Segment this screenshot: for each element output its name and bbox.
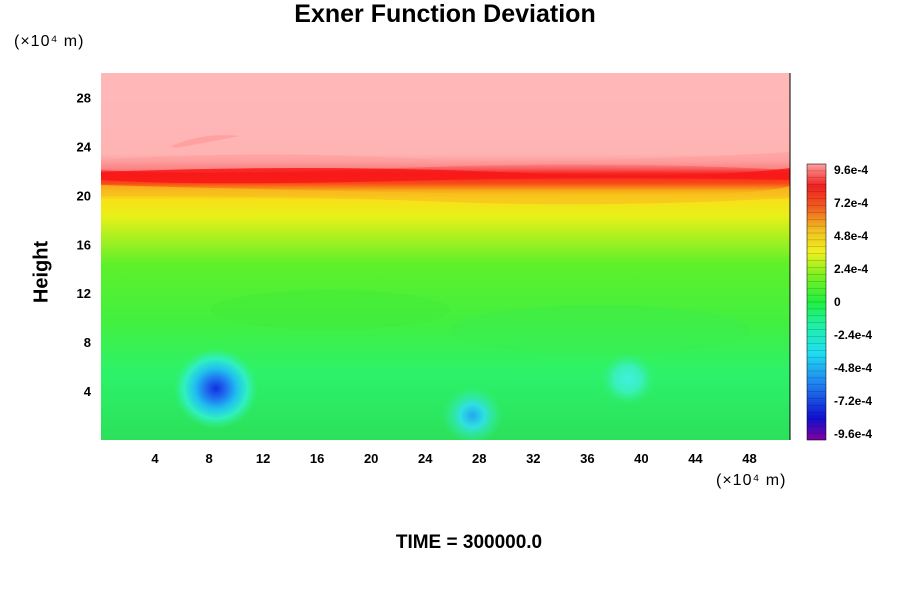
x-tick-label: 24 xyxy=(418,451,433,466)
x-tick-label: 36 xyxy=(580,451,594,466)
colorbar-tick-label: 9.6e-4 xyxy=(834,163,868,177)
colorbar-tick-label: 2.4e-4 xyxy=(834,262,868,276)
field-minimum xyxy=(173,348,258,429)
x-tick-label: 8 xyxy=(205,451,212,466)
colorbar-tick-group: 9.6e-4 7.2e-4 4.8e-4 2.4e-4 0 -2.4e-4 -4.8e-4 -… xyxy=(834,163,872,441)
y-tick-group: 4 8 12 16 20 24 28 xyxy=(77,90,92,399)
orange-band-contour xyxy=(101,185,790,205)
minima-layer xyxy=(173,348,656,440)
y-tick-label: 16 xyxy=(77,237,91,252)
x-tick-label: 12 xyxy=(256,451,270,466)
colorbar-tick-label: -7.2e-4 xyxy=(834,394,872,408)
x-tick-label: 40 xyxy=(634,451,648,466)
mid-level-contour-2 xyxy=(450,305,750,355)
y-axis-unit: (×10⁴ m) xyxy=(14,33,85,50)
y-tick-label: 8 xyxy=(84,335,91,350)
upper-patch-contour xyxy=(171,135,240,148)
field-minimum xyxy=(442,386,503,440)
colorbar-tick-label: -4.8e-4 xyxy=(834,361,872,375)
colorbar-contour-lines xyxy=(807,163,826,441)
y-tick-label: 28 xyxy=(77,90,91,105)
time-label: TIME = 300000.0 xyxy=(395,532,543,553)
x-tick-label: 32 xyxy=(526,451,540,466)
x-tick-label: 4 xyxy=(151,451,159,466)
y-tick-label: 12 xyxy=(77,286,91,301)
upper-band-contour xyxy=(101,152,790,173)
x-tick-label: 44 xyxy=(688,451,703,466)
y-tick-label: 4 xyxy=(84,384,92,399)
colorbar-tick-label: -2.4e-4 xyxy=(834,328,872,342)
x-axis-unit: (×10⁴ m) xyxy=(716,472,787,489)
y-tick-label: 20 xyxy=(77,188,91,203)
x-tick-group: 4 8 12 16 20 24 28 32 36 40 44 48 xyxy=(151,451,756,466)
red-band-contour xyxy=(101,168,790,184)
colorbar-tick-label: 7.2e-4 xyxy=(834,196,868,210)
field-minimum xyxy=(600,352,656,406)
x-tick-label: 28 xyxy=(472,451,486,466)
x-tick-label: 20 xyxy=(364,451,378,466)
colorbar-tick-label: 4.8e-4 xyxy=(834,229,868,243)
x-tick-label: 16 xyxy=(310,451,324,466)
x-tick-label: 48 xyxy=(742,451,756,466)
colorbar-tick-label: -9.6e-4 xyxy=(834,427,872,441)
mid-level-contour xyxy=(210,290,450,330)
chart-title: Exner Function Deviation xyxy=(294,0,596,28)
colorbar-tick-label: 0 xyxy=(834,295,841,309)
y-tick-label: 24 xyxy=(77,139,92,154)
